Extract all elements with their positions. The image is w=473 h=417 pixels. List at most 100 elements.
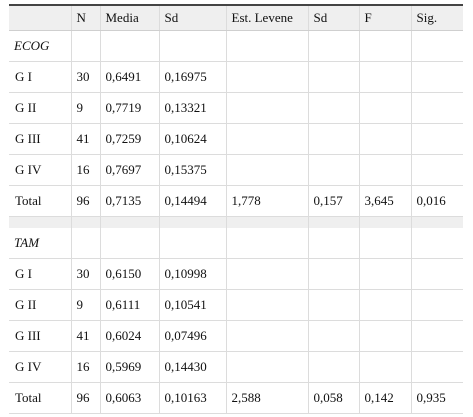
cell-f [359, 351, 412, 383]
cell-n: 30 [71, 61, 101, 93]
cell-n: 9 [71, 289, 101, 321]
cell-levene [226, 92, 309, 124]
cell-levene: 2,588 [226, 382, 309, 414]
cell-sd-levene [308, 258, 360, 290]
cell-media: 0,6111 [100, 289, 160, 321]
cell-n: 41 [71, 320, 101, 352]
cell-sig: 0,935 [411, 382, 463, 414]
cell-levene [226, 320, 309, 352]
header-row: N Media Sd Est. Levene Sd F Sig. [9, 4, 463, 31]
cell-sd: 0,14430 [159, 351, 227, 383]
row-label: G III [9, 123, 72, 155]
header-sig: Sig. [411, 4, 463, 31]
cell-n: 16 [71, 154, 101, 186]
section-row: ECOG [9, 30, 463, 62]
statistics-table: N Media Sd Est. Levene Sd F Sig. ECOG G … [9, 4, 463, 414]
cell-sd: 0,16975 [159, 61, 227, 93]
cell-media: 0,7719 [100, 92, 160, 124]
cell-f [359, 289, 412, 321]
header-levene: Est. Levene [226, 4, 309, 31]
table-row: G III 41 0,6024 0,07496 [9, 320, 463, 352]
cell-f [359, 123, 412, 155]
header-media: Media [100, 4, 160, 31]
row-label: G II [9, 92, 72, 124]
cell-sd: 0,10998 [159, 258, 227, 290]
row-label: G I [9, 61, 72, 93]
cell-sig [411, 92, 463, 124]
cell-sd: 0,10624 [159, 123, 227, 155]
cell-sd: 0,13321 [159, 92, 227, 124]
header-n: N [71, 4, 101, 31]
cell-sig [411, 289, 463, 321]
header-sd-levene: Sd [308, 4, 360, 31]
row-label: G II [9, 289, 72, 321]
cell-sd: 0,10541 [159, 289, 227, 321]
cell-media: 0,7697 [100, 154, 160, 186]
cell-media: 0,7135 [100, 185, 160, 217]
row-label: G IV [9, 154, 72, 186]
cell-n: 30 [71, 258, 101, 290]
cell-n: 9 [71, 92, 101, 124]
cell-f: 3,645 [359, 185, 412, 217]
cell-sd-levene [308, 351, 360, 383]
cell-media: 0,6150 [100, 258, 160, 290]
cell-sd: 0,14494 [159, 185, 227, 217]
cell-media: 0,6063 [100, 382, 160, 414]
cell-levene [226, 258, 309, 290]
cell-levene [226, 123, 309, 155]
cell-levene [226, 61, 309, 93]
header-f: F [359, 4, 412, 31]
cell-media: 0,7259 [100, 123, 160, 155]
table-row: Total 96 0,7135 0,14494 1,778 0,157 3,64… [9, 185, 463, 217]
cell-sig [411, 154, 463, 186]
table-row: G II 9 0,6111 0,10541 [9, 289, 463, 321]
cell-n: 96 [71, 185, 101, 217]
cell-f [359, 258, 412, 290]
row-label: Total [9, 382, 72, 414]
row-label: Total [9, 185, 72, 217]
cell-sd: 0,10163 [159, 382, 227, 414]
cell-sig [411, 258, 463, 290]
cell-levene [226, 289, 309, 321]
header-label [9, 4, 72, 31]
section-title: TAM [9, 228, 72, 259]
section-title: ECOG [9, 30, 72, 62]
row-label: G I [9, 258, 72, 290]
cell-sig: 0,016 [411, 185, 463, 217]
cell-sd-levene: 0,058 [308, 382, 360, 414]
cell-sd-levene [308, 154, 360, 186]
row-label: G IV [9, 351, 72, 383]
cell-media: 0,5969 [100, 351, 160, 383]
table-row: G IV 16 0,5969 0,14430 [9, 351, 463, 383]
header-sd: Sd [159, 4, 227, 31]
cell-levene [226, 351, 309, 383]
row-label: G III [9, 320, 72, 352]
cell-sd-levene [308, 289, 360, 321]
section-spacer [9, 216, 463, 228]
cell-sig [411, 320, 463, 352]
cell-sig [411, 123, 463, 155]
cell-sd-levene [308, 61, 360, 93]
table-row: G IV 16 0,7697 0,15375 [9, 154, 463, 186]
section-row: TAM [9, 228, 463, 259]
table-row: G III 41 0,7259 0,10624 [9, 123, 463, 155]
cell-f: 0,142 [359, 382, 412, 414]
cell-f [359, 92, 412, 124]
cell-media: 0,6024 [100, 320, 160, 352]
cell-sig [411, 61, 463, 93]
cell-sd-levene [308, 320, 360, 352]
cell-levene: 1,778 [226, 185, 309, 217]
cell-f [359, 61, 412, 93]
table-row: G II 9 0,7719 0,13321 [9, 92, 463, 124]
cell-sd-levene [308, 92, 360, 124]
cell-f [359, 154, 412, 186]
cell-sd: 0,15375 [159, 154, 227, 186]
table-row: Total 96 0,6063 0,10163 2,588 0,058 0,14… [9, 382, 463, 414]
table-row: G I 30 0,6491 0,16975 [9, 61, 463, 93]
cell-media: 0,6491 [100, 61, 160, 93]
cell-sd-levene: 0,157 [308, 185, 360, 217]
cell-f [359, 320, 412, 352]
cell-levene [226, 154, 309, 186]
cell-n: 16 [71, 351, 101, 383]
